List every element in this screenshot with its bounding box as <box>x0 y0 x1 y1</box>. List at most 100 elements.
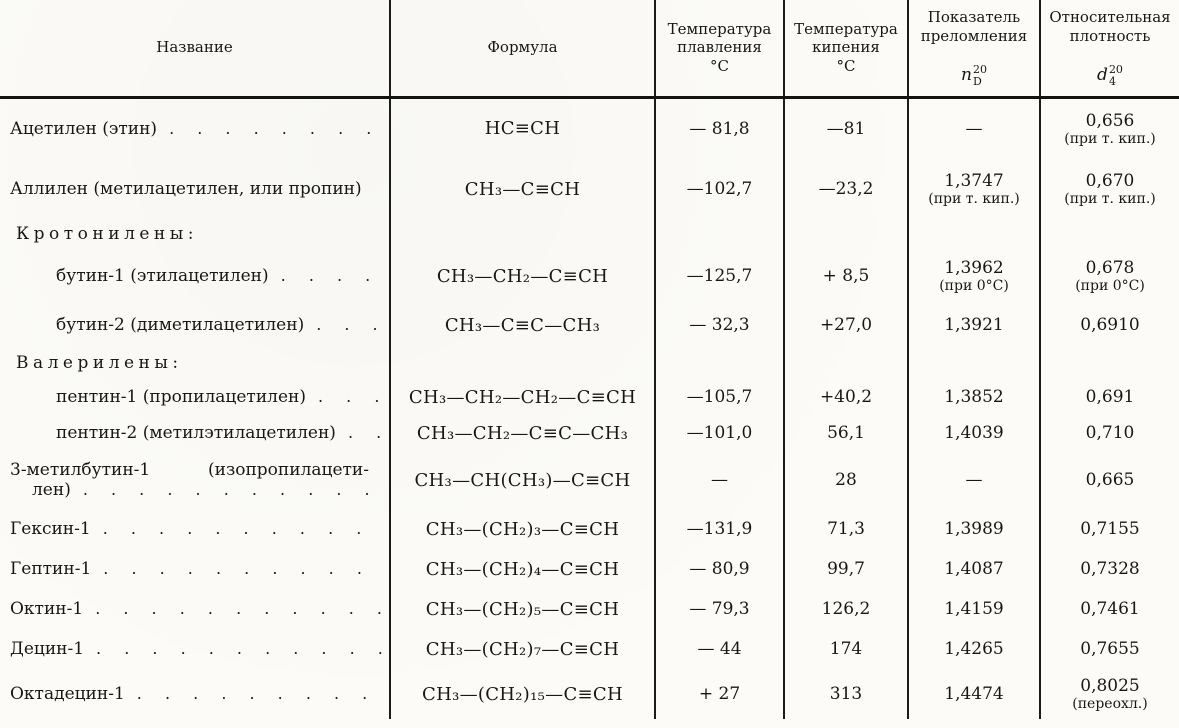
melting-point-cell: —105,7 <box>655 379 785 415</box>
density-cell: 0,678 (при 0°С) <box>1075 257 1145 295</box>
compound-name-cell: пентин-1 (пропилацетилен) . . . . . . . .… <box>0 379 391 415</box>
compound-name-cell: Октин-1 . . . . . . . . . . . . . . . . .… <box>0 589 391 629</box>
header-row: Название Формула Температура плавления °… <box>0 0 1179 99</box>
melting-point-cell <box>655 347 785 379</box>
leader-dots: . . . . . . . . . . . . . . . . . . . . … <box>280 266 383 285</box>
boiling-point-cell: 56,1 <box>784 415 909 451</box>
formula-cell: CH₃—CH₂—C≡C—CH₃ <box>390 415 656 451</box>
row-hexyne-1: Гексин-1 . . . . . . . . . . . . . . . . … <box>0 509 1179 549</box>
row-valerylenes-section: Валерилены: <box>0 347 1179 379</box>
refractive-index-label: Показатель преломления <box>920 8 1028 45</box>
refractive-index-cell: 1,4159 <box>908 589 1041 629</box>
boiling-point-cell: 71,3 <box>784 509 909 549</box>
header-melting-point: Температура плавления °С <box>655 0 785 99</box>
leader-dots: . . . . . . . . . . . . . . . . . . . . … <box>316 315 383 334</box>
row-octadecyne-1: Октадецин-1 . . . . . . . . . . . . . . .… <box>0 669 1179 719</box>
density-cell: 0,710 <box>1085 422 1135 443</box>
compound-name-cell: бутин-2 (диметилацетилен) . . . . . . . .… <box>0 303 391 347</box>
density-cell: 0,665 <box>1085 469 1135 490</box>
boiling-point-cell: 99,7 <box>784 549 909 589</box>
formula-cell: CH₃—(CH₂)₄—C≡CH <box>390 549 656 589</box>
compound-name: бутин-1 (этилацетилен) <box>56 266 269 286</box>
density-cell <box>1040 347 1179 379</box>
header-formula: Формула <box>390 0 656 99</box>
row-butyne-2: бутин-2 (диметилацетилен) . . . . . . . .… <box>0 303 1179 347</box>
compound-name-cell: Октадецин-1 . . . . . . . . . . . . . . .… <box>0 669 391 719</box>
row-decyne-1: Децин-1 . . . . . . . . . . . . . . . . .… <box>0 629 1179 669</box>
leader-dots: . . . . . . . . . . . . . . . . . . . . … <box>95 599 383 618</box>
row-crotonylenes-section: Кротонилены: <box>0 219 1179 249</box>
boiling-point-cell: —23,2 <box>784 159 909 219</box>
density-cell: 0,691 <box>1085 386 1135 407</box>
formula-cell <box>390 219 656 249</box>
leader-dots: . . . . . . . . . . . . . . . . . . . . … <box>347 423 383 442</box>
compound-name-cell: 3-метилбутин-1 (изопропилацети- лен) . . .… <box>0 451 391 509</box>
compound-name-cell: Гексин-1 . . . . . . . . . . . . . . . . … <box>0 509 391 549</box>
density-cell: 0,8025 (переохл.) <box>1072 675 1148 713</box>
density-cell: 0,7461 <box>1080 598 1140 619</box>
section-name-cell: Валерилены: <box>0 347 391 379</box>
melting-point-cell: — 44 <box>655 629 785 669</box>
formula-cell: HC≡CH <box>390 97 656 159</box>
melting-point-cell: — <box>655 451 785 509</box>
leader-dots: . . . . . . . . . . . . . . . . . . . . … <box>169 118 383 138</box>
refractive-index-cell: 1,3852 <box>908 379 1041 415</box>
refractive-index-cell: 1,4474 <box>908 669 1041 719</box>
formula-cell: CH₃—C≡C—CH₃ <box>390 303 656 347</box>
refractive-index-cell: 1,4039 <box>908 415 1041 451</box>
compound-name-wrap: лен) <box>32 480 71 500</box>
compound-name: пентин-1 (пропилацетилен) <box>56 387 306 407</box>
relative-density-label: Относительная плотность <box>1049 8 1171 45</box>
compound-name-cell: Децин-1 . . . . . . . . . . . . . . . . .… <box>0 629 391 669</box>
leader-dots: . . . . . . . . . . . . . . . . . . . . … <box>82 480 383 499</box>
melting-point-cell: —131,9 <box>655 509 785 549</box>
section-title: Валерилены: <box>16 353 183 373</box>
density-cell <box>1040 219 1179 249</box>
header-name: Название <box>0 0 391 99</box>
nD20-symbol: n 20 D <box>961 63 987 88</box>
compound-name: Октадецин-1 <box>10 684 125 704</box>
formula-cell: CH₃—CH₂—CH₂—C≡CH <box>390 379 656 415</box>
section-name-cell: Кротонилены: <box>0 219 391 249</box>
leader-dots: . . . . . . . . . . . . . . . . . . . . … <box>136 684 383 703</box>
row-allylene: Аллилен (метилацетилен, или пропин) CH₃—… <box>0 159 1179 219</box>
compound-name: Октин-1 <box>10 599 84 619</box>
refractive-index-cell: 1,3921 <box>908 303 1041 347</box>
compound-name: Гептин-1 <box>10 559 92 579</box>
density-cell: 0,6910 <box>1080 314 1140 335</box>
melting-point-cell: —125,7 <box>655 249 785 303</box>
compound-name: бутин-2 (диметилацетилен) <box>56 315 305 335</box>
melting-point-cell: — 32,3 <box>655 303 785 347</box>
density-cell: 0,7328 <box>1080 558 1140 579</box>
boiling-point-cell: 313 <box>784 669 909 719</box>
melting-point-cell: — 81,8 <box>655 97 785 159</box>
formula-cell: CH₃—(CH₂)₃—C≡CH <box>390 509 656 549</box>
row-3-methylbutyne-1: 3-метилбутин-1 (изопропилацети- лен) . . .… <box>0 451 1179 509</box>
row-acetylene: Ацетилен (этин) . . . . . . . . . . . . .… <box>0 97 1179 159</box>
boiling-point-cell: + 8,5 <box>784 249 909 303</box>
table-body: Ацетилен (этин) . . . . . . . . . . . . .… <box>0 97 1179 719</box>
melting-point-cell: — 79,3 <box>655 589 785 629</box>
boiling-point-cell: +40,2 <box>784 379 909 415</box>
compound-name-cell: Ацетилен (этин) . . . . . . . . . . . . .… <box>0 97 391 159</box>
boiling-point-cell: 174 <box>784 629 909 669</box>
boiling-point-cell: 28 <box>784 451 909 509</box>
refractive-index-cell: 1,4265 <box>908 629 1041 669</box>
leader-dots: . . . . . . . . . . . . . . . . . . . . … <box>102 519 383 538</box>
formula-cell: CH₃—CH₂—C≡CH <box>390 249 656 303</box>
compound-name-continued: (изопропилацети- <box>208 460 369 480</box>
compound-name: Децин-1 <box>10 639 85 659</box>
row-pentyne-1: пентин-1 (пропилацетилен) . . . . . . . .… <box>0 379 1179 415</box>
table-header: Название Формула Температура плавления °… <box>0 0 1179 99</box>
formula-cell: CH₃—(CH₂)₇—C≡CH <box>390 629 656 669</box>
compound-name-cell: пентин-2 (метилэтилацетилен) . . . . . . … <box>0 415 391 451</box>
compound-name: Ацетилен (этин) <box>10 118 158 139</box>
formula-cell: CH₃—(CH₂)₁₅—C≡CH <box>390 669 656 719</box>
refractive-index-cell <box>908 347 1041 379</box>
melting-point-cell: + 27 <box>655 669 785 719</box>
boiling-point-cell: +27,0 <box>784 303 909 347</box>
melting-point-cell: —102,7 <box>655 159 785 219</box>
boiling-point-cell <box>784 347 909 379</box>
